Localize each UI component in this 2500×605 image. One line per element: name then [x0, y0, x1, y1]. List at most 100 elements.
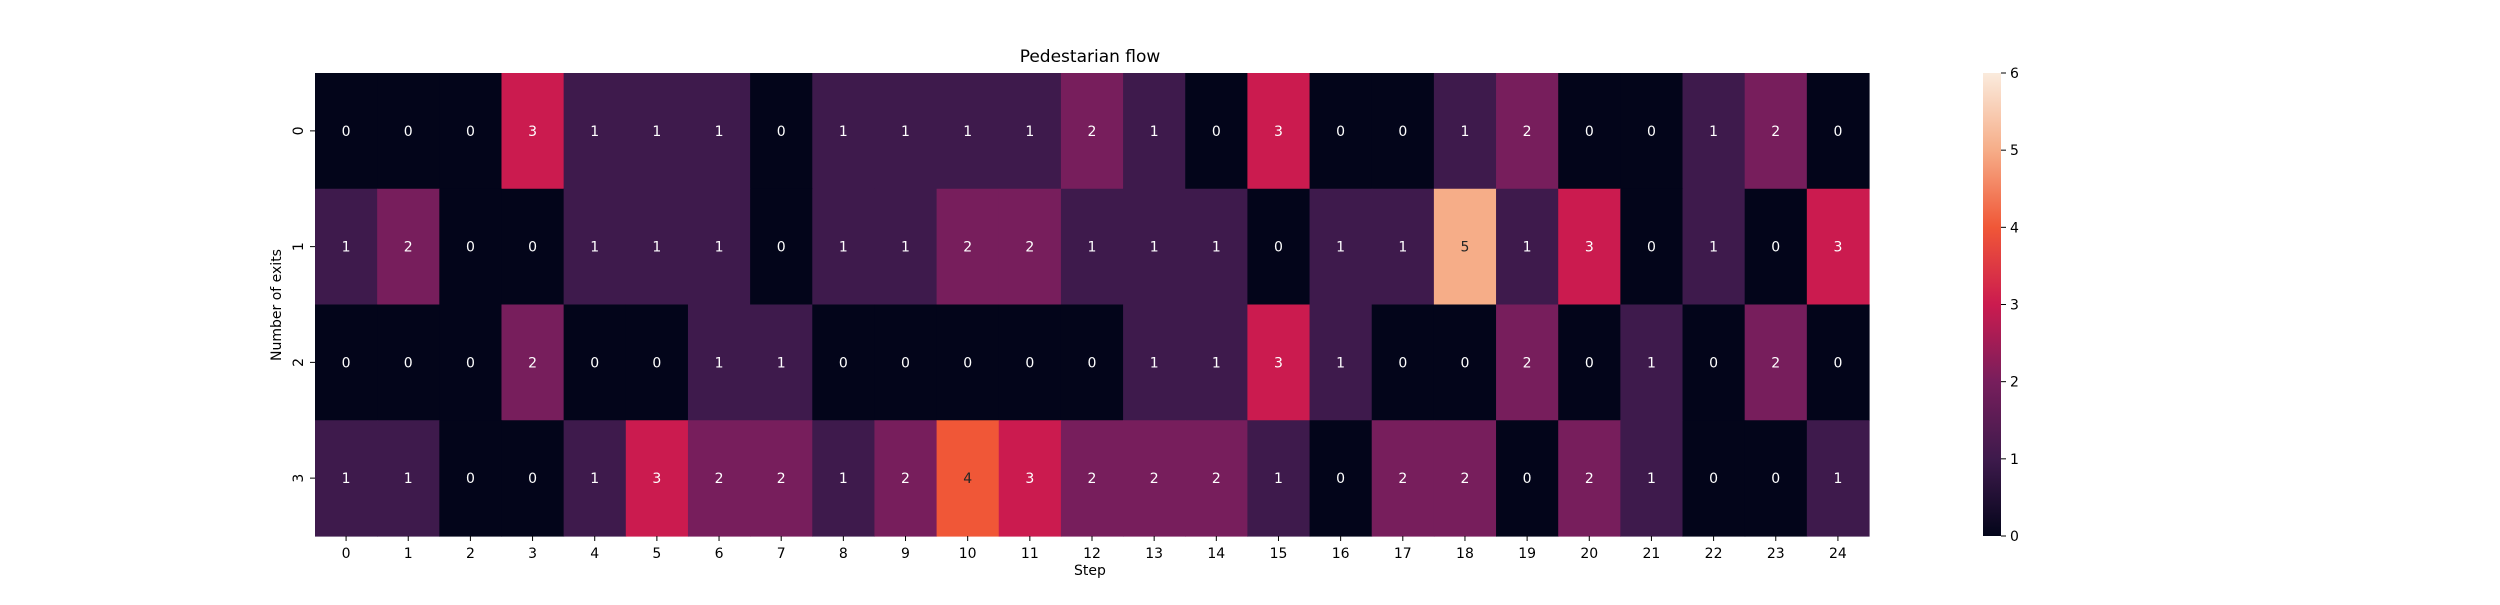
- heatmap-cell: [1682, 188, 1746, 306]
- heatmap-cell: [625, 73, 689, 190]
- heatmap-cell: [1682, 304, 1746, 421]
- cell-value-label: 1: [1336, 240, 1345, 256]
- heatmap-cell: [998, 304, 1062, 421]
- heatmap-cell: [439, 420, 503, 537]
- cell-value-label: 1: [1709, 124, 1718, 140]
- y-axis-ticks: 0 1 2 3: [291, 126, 315, 483]
- cell-value-label: 2: [1088, 471, 1097, 487]
- heatmap-cell: [1123, 304, 1186, 421]
- colorbar-tick-label: 4: [2010, 220, 2019, 236]
- heatmap-cell: [563, 73, 627, 190]
- cell-value-label: 0: [528, 471, 537, 487]
- cell-value-label: 1: [1212, 355, 1221, 371]
- cell-value-label: 0: [1398, 355, 1407, 371]
- heatmap-cell: [501, 420, 565, 537]
- heatmap-cell: [1496, 73, 1559, 190]
- cell-value-label: 1: [1647, 355, 1656, 371]
- heatmap-cell: [1371, 304, 1435, 421]
- heatmap-cell: [1682, 73, 1746, 190]
- heatmap-cell: [687, 304, 751, 421]
- heatmap-cell: [1620, 304, 1684, 421]
- cell-value-label: 1: [1274, 471, 1283, 487]
- heatmap-cell: [812, 420, 876, 537]
- colorbar-ticks: 0 1 2 3 4 5 6: [2001, 66, 2019, 545]
- heatmap-cell: [1620, 73, 1684, 190]
- heatmap-cell: [1433, 73, 1497, 190]
- heatmap-cell: [1309, 188, 1373, 306]
- heatmap-cell: [1060, 420, 1124, 537]
- x-tick-label: 8: [839, 546, 848, 562]
- heatmap-cell: [750, 420, 813, 537]
- cell-value-label: 0: [1585, 355, 1594, 371]
- cell-value-label: 1: [342, 240, 351, 256]
- heatmap-cell: [874, 304, 938, 421]
- x-tick-label: 19: [1518, 546, 1536, 562]
- cell-value-label: 1: [901, 124, 910, 140]
- x-tick-label: 11: [1021, 546, 1039, 562]
- heatmap-cell: [812, 73, 876, 190]
- y-axis-label: Number of exits: [269, 249, 285, 361]
- cell-value-label: 0: [1709, 355, 1718, 371]
- heatmap-cell: [377, 304, 440, 421]
- x-tick-label: 12: [1083, 546, 1101, 562]
- heatmap-cell: [1496, 304, 1559, 421]
- cell-value-label: 0: [963, 355, 972, 371]
- x-tick-label: 15: [1270, 546, 1288, 562]
- y-tick-label: 0: [291, 126, 307, 135]
- heatmap-cell: [1806, 304, 1870, 421]
- colorbar-gradient: [1983, 73, 2001, 536]
- x-tick-label: 2: [466, 546, 475, 562]
- cell-value-label: 1: [715, 355, 724, 371]
- heatmap-cell: [315, 304, 378, 421]
- heatmap-cell: [1806, 73, 1870, 190]
- cell-value-label: 3: [1274, 124, 1283, 140]
- cell-value-label: 1: [1336, 355, 1345, 371]
- cell-value-label: 3: [652, 471, 661, 487]
- cell-value-label: 1: [901, 240, 910, 256]
- cell-value-label: 2: [1523, 355, 1532, 371]
- heatmap-cell: [1620, 188, 1684, 306]
- heatmap-cell: [936, 188, 1000, 306]
- cell-value-label: 1: [1523, 240, 1532, 256]
- heatmap-cell: [936, 420, 1000, 537]
- cell-value-label: 3: [528, 124, 537, 140]
- cell-value-label: 1: [839, 124, 848, 140]
- cell-value-label: 0: [1585, 124, 1594, 140]
- cell-value-label: 0: [404, 124, 413, 140]
- x-tick-label: 23: [1767, 546, 1785, 562]
- colorbar-tick-label: 0: [2010, 529, 2019, 545]
- cell-value-label: 0: [777, 240, 786, 256]
- cell-value-label: 0: [901, 355, 910, 371]
- heatmap-cell: [998, 188, 1062, 306]
- heatmap-cell: [874, 420, 938, 537]
- cell-value-label: 0: [839, 355, 848, 371]
- x-tick-label: 0: [342, 546, 351, 562]
- cell-value-label: 1: [963, 124, 972, 140]
- cell-value-label: 1: [1212, 240, 1221, 256]
- heatmap-cell: [1185, 420, 1248, 537]
- heatmap-cell: [1558, 420, 1621, 537]
- x-tick-label: 20: [1580, 546, 1598, 562]
- cell-value-label: 1: [1709, 240, 1718, 256]
- cell-value-label: 2: [1771, 355, 1780, 371]
- heatmap-cell: [1060, 73, 1124, 190]
- colorbar-tick-label: 1: [2010, 452, 2019, 468]
- cell-value-label: 3: [1025, 471, 1034, 487]
- y-tick-label: 3: [291, 474, 307, 483]
- heatmap-cell: [1433, 420, 1497, 537]
- heatmap-cell: [1185, 304, 1248, 421]
- cell-value-label: 0: [1771, 240, 1780, 256]
- heatmap-cell: [1247, 73, 1311, 190]
- heatmap-cell: [1123, 73, 1186, 190]
- heatmap-cell: [1123, 420, 1186, 537]
- heatmap-cell: [1744, 420, 1808, 537]
- cell-value-label: 0: [404, 355, 413, 371]
- cell-value-label: 1: [404, 471, 413, 487]
- heatmap-cell: [1806, 420, 1870, 537]
- cell-value-label: 0: [1833, 124, 1842, 140]
- heatmap-cell: [377, 420, 440, 537]
- heatmap-cell: [998, 420, 1062, 537]
- cell-value-label: 0: [466, 471, 475, 487]
- heatmap-cell: [1060, 188, 1124, 306]
- cell-value-label: 1: [590, 471, 599, 487]
